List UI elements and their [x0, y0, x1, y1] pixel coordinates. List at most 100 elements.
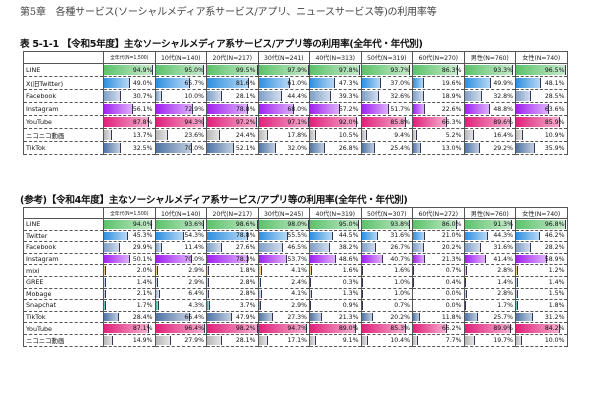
rate-value: 97.8%	[338, 66, 359, 74]
usage-rate-cell: 2.8%	[463, 264, 516, 277]
rate-bar	[207, 243, 222, 252]
rate-value: 85.8%	[390, 118, 410, 126]
rate-bar	[258, 130, 269, 140]
rate-value: 39.3%	[338, 92, 359, 100]
rate-bar	[516, 104, 550, 114]
rate-bar	[104, 301, 106, 310]
rate-value: 10.4%	[390, 336, 410, 344]
usage-rate-cell: 89.0%	[309, 322, 362, 335]
rate-value: 2.8%	[497, 290, 513, 298]
column-header: 60代(N=272)	[412, 207, 465, 219]
usage-rate-cell: 29.9%	[103, 241, 156, 254]
rate-value: 49.9%	[493, 79, 513, 87]
rate-value: 2.8%	[239, 290, 256, 298]
rate-value: 29.2%	[493, 144, 513, 152]
usage-rate-cell: 1.0%	[360, 275, 413, 289]
table-body: LINE 94.0% 93.6% 98.6% 98.0% 95.0% 93.8% 86.0% 9…	[23, 218, 568, 347]
rate-bar	[464, 117, 511, 127]
usage-rate-cell: 41.4%	[463, 252, 516, 266]
rate-bar	[104, 231, 128, 241]
rate-value: 53.7%	[287, 255, 307, 263]
rate-value: 13.7%	[132, 131, 153, 139]
column-header: 50代(N=307)	[360, 207, 413, 219]
rate-value: 35.9%	[544, 144, 565, 152]
rate-value: 21.3%	[338, 313, 359, 321]
rate-value: 17.8%	[287, 131, 307, 139]
rate-bar	[516, 243, 532, 252]
usage-rate-cell: 1.5%	[515, 287, 568, 301]
rate-bar	[258, 277, 261, 287]
rate-value: 1.2%	[548, 267, 565, 275]
rate-value: 31.6%	[390, 232, 410, 240]
rate-value: 9.1%	[342, 336, 359, 344]
usage-rate-cell: 11.4%	[154, 241, 207, 254]
rate-bar	[258, 324, 308, 333]
rate-value: 41.4%	[493, 255, 513, 263]
rate-value: 78.8%	[235, 105, 256, 113]
service-label: LINE	[23, 63, 104, 77]
usage-rate-cell: 98.0%	[257, 218, 310, 231]
rate-bar	[155, 266, 158, 275]
usage-rate-cell: 21.0%	[412, 229, 465, 243]
rate-value: 56.1%	[132, 105, 153, 113]
rate-bar	[516, 301, 518, 310]
rate-bar	[310, 243, 331, 252]
usage-rate-cell: 21.3%	[309, 310, 362, 324]
rate-bar	[413, 277, 415, 287]
usage-rate-cell: 24.4%	[206, 128, 259, 142]
usage-rate-cell: 16.4%	[463, 128, 516, 142]
rate-bar	[258, 266, 262, 275]
rate-value: 25.7%	[493, 313, 513, 321]
table-row: LINE 94.9% 95.0% 99.5% 97.9% 97.8% 93.7% 86.3% 9…	[23, 63, 568, 77]
usage-rate-cell: 32.5%	[103, 141, 156, 155]
rate-value: 78.8%	[235, 232, 256, 240]
rate-value: 93.6%	[184, 220, 204, 228]
rate-value: 65.7%	[184, 79, 204, 87]
rate-value: 87.1%	[132, 325, 153, 333]
service-label: Snapchat	[23, 299, 104, 312]
usage-rate-cell: 93.8%	[360, 218, 413, 231]
rate-value: 20.2%	[441, 243, 462, 251]
usage-rate-cell: 2.9%	[154, 264, 207, 277]
usage-rate-cell: 44.3%	[463, 229, 516, 243]
table-row: X(旧Twitter) 49.0% 65.7% 81.6% 61.0% 47.3% 37.0…	[23, 76, 568, 90]
usage-rate-cell: 28.1%	[206, 89, 259, 103]
header-blank	[23, 51, 104, 64]
rate-value: 89.0%	[338, 325, 359, 333]
usage-rate-cell: 11.8%	[412, 310, 465, 324]
rate-bar	[361, 254, 384, 264]
rate-bar	[155, 220, 204, 229]
rate-bar	[310, 277, 312, 287]
rate-value: 0.0%	[445, 290, 462, 298]
usage-rate-cell: 94.7%	[257, 322, 310, 335]
rate-value: 94.7%	[287, 325, 307, 333]
rate-bar	[361, 231, 379, 241]
rate-value: 1.6%	[342, 267, 359, 275]
table-row: Twitter 45.3% 54.3% 78.8% 55.5% 44.5% 31.6% 21.…	[23, 229, 568, 243]
rate-value: 54.3%	[184, 232, 204, 240]
usage-rate-cell: 27.9%	[154, 333, 207, 347]
rate-value: 7.7%	[445, 336, 462, 344]
rate-value: 10.9%	[544, 131, 565, 139]
rate-value: 28.5%	[544, 92, 565, 100]
rate-bar	[361, 220, 410, 229]
rate-bar	[104, 266, 106, 275]
rate-bar	[361, 243, 376, 252]
rate-bar	[310, 104, 340, 114]
rate-bar	[361, 65, 410, 75]
usage-rate-cell: 97.2%	[206, 115, 259, 129]
usage-rate-cell: 85.9%	[515, 115, 568, 129]
usage-rate-cell: 2.8%	[463, 287, 516, 301]
rate-bar	[104, 91, 121, 101]
rate-bar	[516, 324, 560, 333]
rate-bar	[104, 243, 121, 252]
column-header: 40代(N=313)	[309, 51, 362, 64]
rate-bar	[207, 220, 258, 229]
rate-bar	[310, 312, 322, 322]
usage-rate-cell: 94.3%	[154, 115, 207, 129]
table-row: GREE 1.4% 2.9% 2.8% 2.4% 0.3% 1.0% 0.4% 1.4% 1.4%	[23, 275, 568, 289]
usage-rate-cell: 32.6%	[360, 89, 413, 103]
rate-value: 93.8%	[390, 220, 410, 228]
rate-value: 0.7%	[445, 267, 462, 275]
rate-bar	[413, 65, 458, 75]
